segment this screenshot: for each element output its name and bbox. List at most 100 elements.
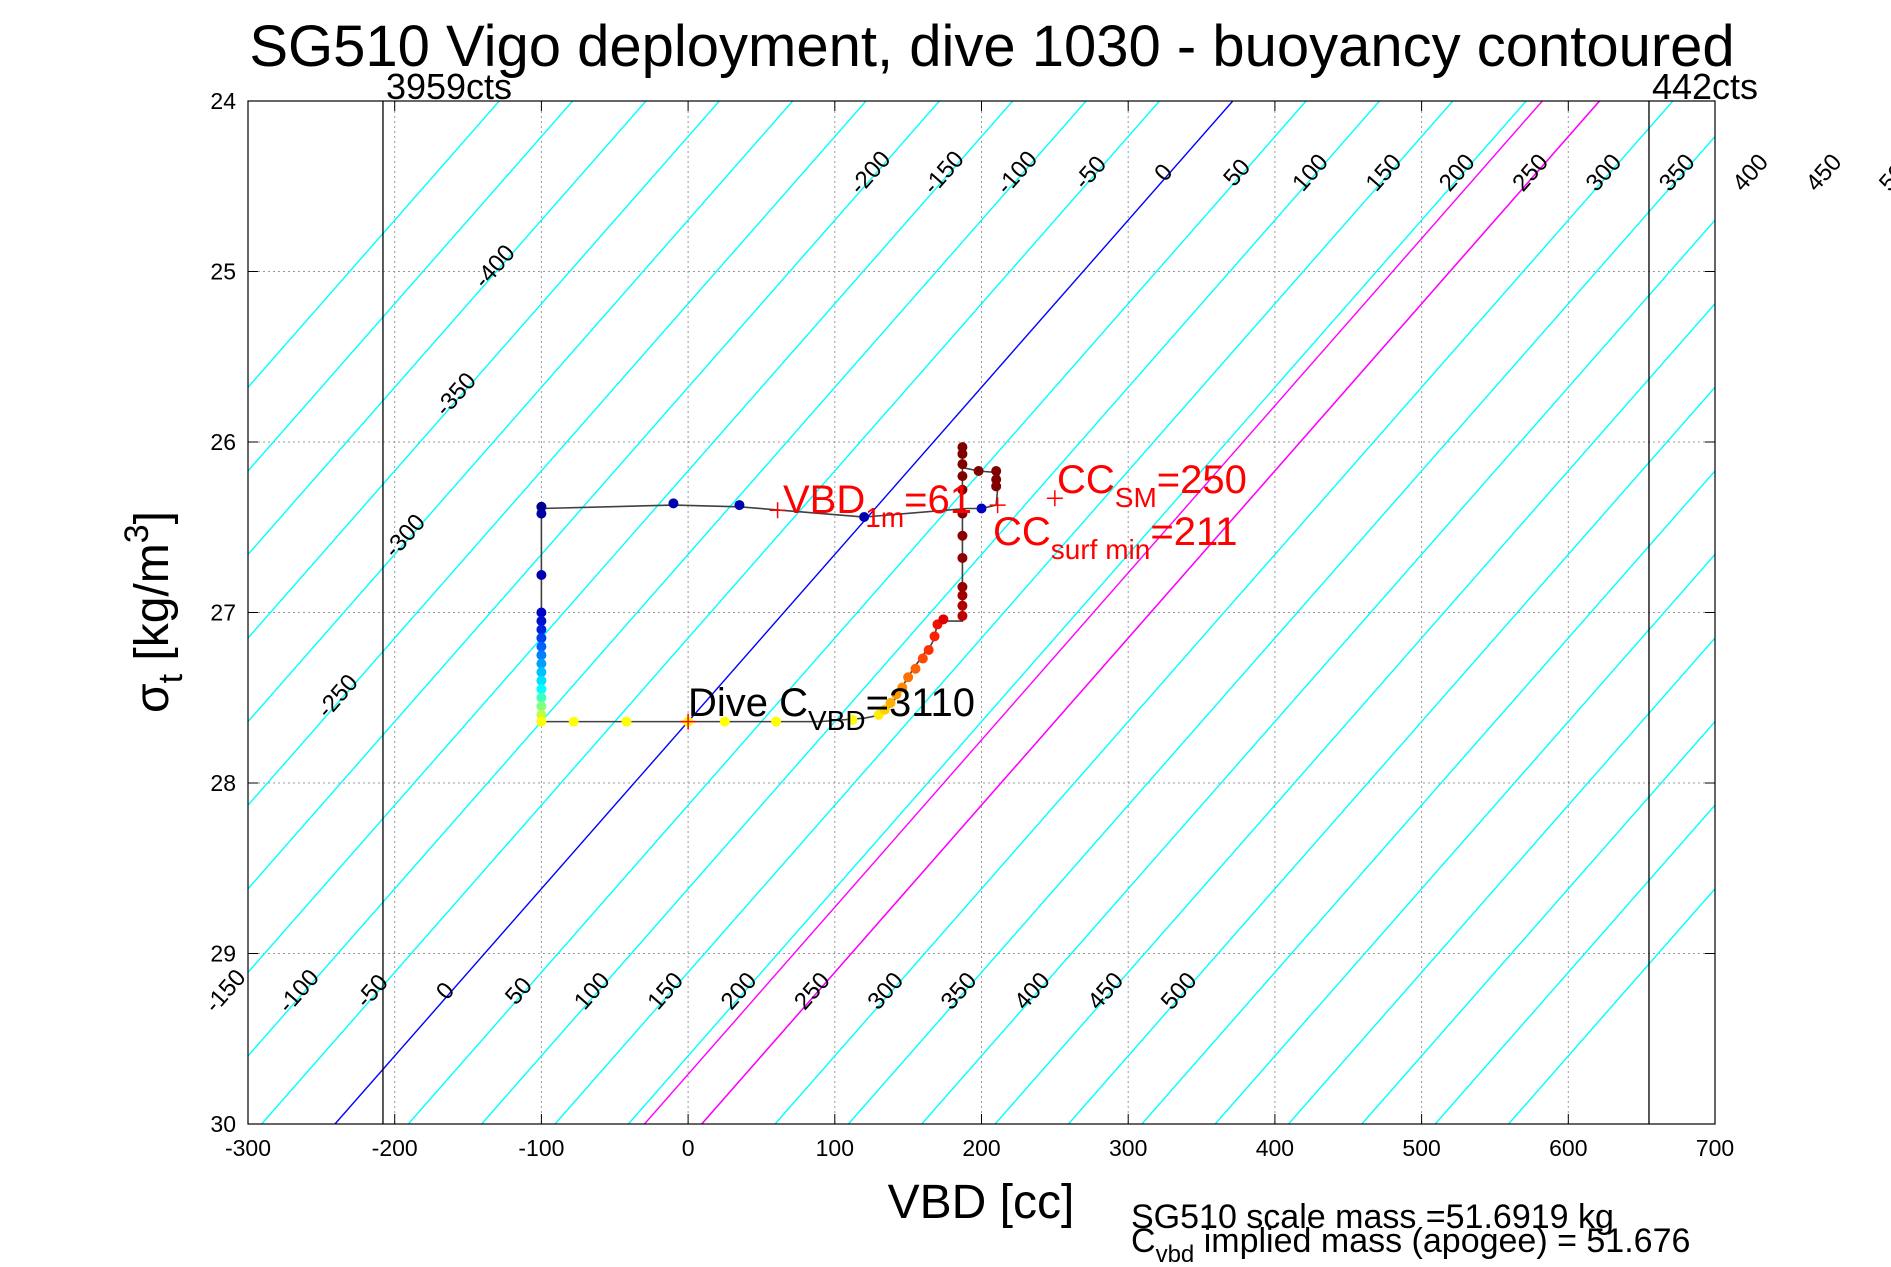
contour-line — [847, 135, 1715, 1124]
dive-point — [897, 682, 908, 693]
dive-point — [957, 459, 968, 470]
footer-implied-mass: Cvbd implied mass (apogee) = 51.676 — [1131, 1222, 1690, 1262]
contour-line — [248, 101, 940, 890]
contour-line — [248, 101, 647, 556]
dive-point — [885, 697, 896, 708]
dive-point — [536, 692, 547, 703]
contour-line — [774, 101, 1674, 1124]
x-axis-ticks: -300 -200 -100 0 100 200 300 400 500 600 700 — [225, 101, 1734, 1161]
dive-point — [879, 704, 890, 715]
dive-point — [859, 512, 870, 523]
dive-point — [621, 716, 632, 727]
dive-point — [957, 581, 968, 592]
dive-point — [957, 484, 968, 495]
contour-line — [554, 101, 1454, 1124]
contour-line — [1067, 386, 1715, 1124]
y-tick-label: 30 — [210, 1111, 236, 1137]
contour-line — [248, 101, 867, 807]
y-tick-label: 25 — [210, 259, 236, 285]
dive-point — [719, 716, 730, 727]
dive-point — [903, 672, 914, 683]
dive-point — [536, 650, 547, 661]
x-tick-label: -200 — [372, 1135, 418, 1161]
y-tick-label: 28 — [210, 770, 236, 796]
dive-point — [536, 701, 547, 712]
contour-line — [1141, 469, 1715, 1124]
contour-line — [1214, 553, 1715, 1124]
x-axis-label: VBD [cc] — [888, 1176, 1075, 1229]
dive-point — [917, 653, 928, 664]
y-tick-label: 27 — [210, 600, 236, 626]
dive-point — [957, 610, 968, 621]
contour-line-magenta — [643, 101, 1543, 1124]
buoyancy-contours — [248, 101, 1715, 1124]
dive-point — [734, 500, 745, 511]
dive-point — [536, 607, 547, 618]
y-tick-label: 24 — [210, 88, 236, 114]
dive-point — [536, 716, 547, 727]
vbd-limit-lines: 3959cts 442cts — [382, 66, 1758, 1124]
contour-line — [248, 101, 1014, 974]
y-axis-label: σt [kg/m3] — [118, 511, 190, 713]
dive-point — [976, 503, 987, 514]
annotation-dive-cvbd: Dive CVBD=3110 — [688, 681, 975, 736]
contour-line — [248, 101, 500, 389]
contour-line — [1287, 636, 1715, 1124]
dive-point — [991, 465, 1002, 476]
dive-point — [536, 569, 547, 580]
contour-line — [334, 101, 1234, 1124]
dive-point — [957, 600, 968, 611]
dive-point — [536, 508, 547, 519]
x-tick-label: 200 — [962, 1135, 1000, 1161]
x-tick-label: 600 — [1549, 1135, 1587, 1161]
chart-title: SG510 Vigo deployment, dive 1030 - buoya… — [249, 14, 1734, 79]
x-tick-label: -100 — [518, 1135, 564, 1161]
markers — [680, 490, 1063, 730]
vbd-limit-label: 442cts — [1652, 66, 1758, 107]
x-tick-label: 400 — [1256, 1135, 1294, 1161]
x-tick-label: 0 — [682, 1135, 695, 1161]
dive-point — [568, 716, 579, 727]
x-tick-label: 700 — [1696, 1135, 1734, 1161]
marker-plus — [1046, 490, 1063, 507]
marker-plus — [680, 713, 697, 730]
x-tick-label: -300 — [225, 1135, 271, 1161]
dive-point — [891, 689, 902, 700]
x-tick-label: 100 — [816, 1135, 854, 1161]
dive-point — [973, 465, 984, 476]
dive-point — [957, 508, 968, 519]
contour-line — [248, 101, 1087, 1057]
dive-point — [991, 481, 1002, 492]
dive-point — [536, 641, 547, 652]
contour-line — [248, 101, 720, 640]
dive-point — [847, 714, 858, 725]
contour-line — [921, 219, 1715, 1124]
dive-point — [938, 614, 949, 625]
contour-line — [994, 302, 1715, 1124]
marker-plus — [989, 497, 1006, 514]
contour-line — [481, 101, 1380, 1124]
dive-point — [536, 616, 547, 627]
x-tick-label: 300 — [1109, 1135, 1147, 1161]
dive-point — [957, 552, 968, 563]
contour-line — [627, 101, 1527, 1124]
dive-point — [957, 471, 968, 482]
annotation-vbd-1m: VBD1m=61 — [783, 478, 972, 533]
y-tick-label: 29 — [210, 941, 236, 967]
dive-point — [957, 590, 968, 601]
y-axis-ticks: 24 25 26 27 28 29 30 — [210, 88, 1715, 1137]
dive-point — [910, 663, 921, 674]
dive-point — [536, 667, 547, 678]
contour-line — [248, 101, 574, 472]
dive-point — [923, 645, 934, 656]
footer-scale-mass: SG510 scale mass =51.6919 kg — [1131, 1198, 1614, 1236]
dive-point — [771, 716, 782, 727]
dive-point — [536, 675, 547, 686]
annotation-cc-sm: CCSM=250 — [1057, 458, 1247, 513]
x-tick-label: 500 — [1402, 1135, 1440, 1161]
dive-point — [536, 633, 547, 644]
contour-line — [248, 101, 794, 723]
contour-line — [407, 101, 1307, 1124]
